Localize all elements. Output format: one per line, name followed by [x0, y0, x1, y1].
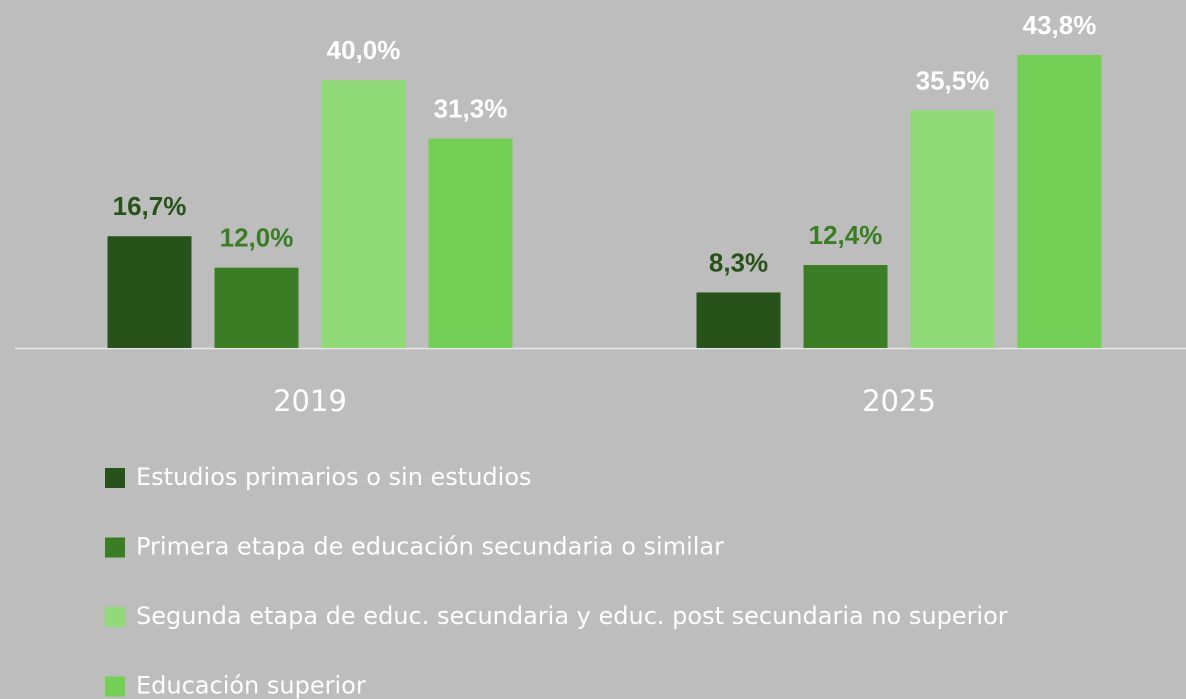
value-label: 8,3% [709, 247, 768, 277]
legend-label: Estudios primarios o sin estudios [136, 463, 532, 491]
value-label: 40,0% [327, 35, 401, 65]
value-label: 12,0% [220, 223, 294, 253]
bar [696, 292, 781, 348]
bar [910, 110, 995, 348]
legend-label: Segunda etapa de educ. secundaria y educ… [136, 602, 1008, 630]
legend-label: Educación superior [136, 672, 366, 699]
bar [1017, 54, 1102, 348]
legend-swatch [105, 676, 125, 697]
value-label: 35,5% [916, 65, 990, 95]
bar [803, 265, 888, 348]
value-label: 16,7% [113, 191, 187, 221]
bar [214, 267, 299, 348]
legend-swatch [105, 468, 125, 488]
bar [321, 80, 406, 349]
bar [107, 236, 192, 348]
value-label: 12,4% [809, 220, 883, 250]
x-tick-label: 2025 [862, 384, 936, 418]
value-label: 43,8% [1023, 10, 1097, 40]
legend-swatch [105, 537, 125, 558]
value-label: 31,3% [434, 93, 508, 123]
bar [428, 138, 513, 348]
legend-label: Primera etapa de educación secundaria o … [136, 533, 724, 561]
legend-swatch [105, 607, 125, 627]
x-tick-label: 2019 [273, 384, 347, 418]
